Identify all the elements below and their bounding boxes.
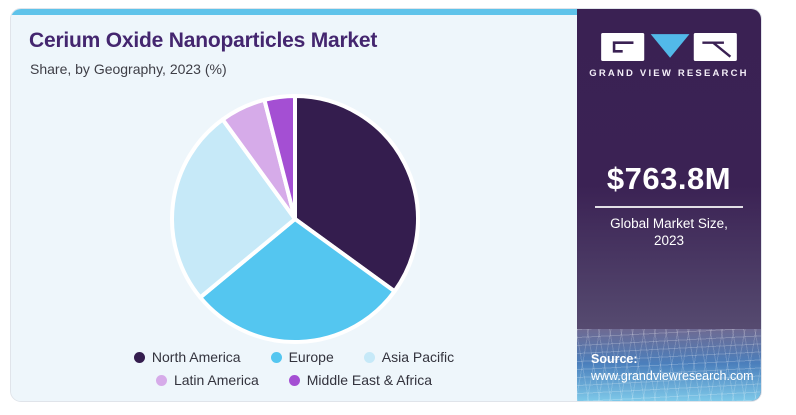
legend-label: Europe xyxy=(288,349,334,365)
legend-dot xyxy=(363,351,375,363)
accent-topbar xyxy=(11,9,577,15)
mesh-graphic: Source: www.grandviewresearch.com xyxy=(577,329,761,401)
divider-rule xyxy=(595,206,743,208)
pie-chart-svg xyxy=(170,93,420,344)
legend-item-europe: Europe xyxy=(270,349,334,365)
chart-title: Cerium Oxide Nanoparticles Market xyxy=(29,29,378,52)
legend-row: Latin America Middle East & Africa xyxy=(155,372,433,388)
legend-label: Latin America xyxy=(173,372,259,388)
pie-chart xyxy=(165,89,425,349)
legend-item-middle-east-africa: Middle East & Africa xyxy=(288,372,433,388)
market-size-value: $763.8M xyxy=(606,161,732,196)
source-block: Source: www.grandviewresearch.com xyxy=(591,351,754,385)
gvr-logo: GRAND VIEW RESEARCH xyxy=(577,33,761,79)
caption-line-1: Global Market Size, xyxy=(610,216,728,231)
gvr-logo-icon xyxy=(601,33,737,61)
pie-slice-middle-east-africa xyxy=(262,93,297,221)
caption-line-2: 2023 xyxy=(653,233,685,248)
pie-legend: North America Europe Asia Pacific Latin Ame… xyxy=(11,349,577,388)
source-url-link[interactable]: www.grandviewresearch.com xyxy=(591,369,754,383)
chart-panel: Cerium Oxide Nanoparticles Market Share,… xyxy=(11,9,577,401)
market-size-caption: Global Market Size, 2023 xyxy=(577,215,761,249)
legend-label: North America xyxy=(151,349,241,365)
source-label: Source: xyxy=(591,352,638,366)
report-card: Cerium Oxide Nanoparticles Market Share,… xyxy=(10,8,762,402)
pie-slice-north-america xyxy=(293,94,420,294)
logo-v-triangle xyxy=(650,34,690,58)
legend-label: Middle East & Africa xyxy=(306,372,433,388)
legend-item-north-america: North America xyxy=(133,349,241,365)
chart-subtitle: Share, by Geography, 2023 (%) xyxy=(30,61,227,77)
legend-row: North America Europe Asia Pacific xyxy=(133,349,455,365)
legend-item-latin-america: Latin America xyxy=(155,372,259,388)
legend-dot xyxy=(155,374,167,386)
pie-slice-asia-pacific xyxy=(170,117,297,300)
pie-slice-europe xyxy=(198,217,397,344)
brand-name: GRAND VIEW RESEARCH xyxy=(589,68,749,79)
legend-dot xyxy=(270,351,282,363)
legend-label: Asia Pacific xyxy=(381,349,455,365)
legend-dot xyxy=(133,351,145,363)
market-size-block: $763.8M Global Market Size, 2023 xyxy=(577,161,761,249)
brand-sidebar: GRAND VIEW RESEARCH $763.8M Global Marke… xyxy=(577,9,761,401)
legend-dot xyxy=(288,374,300,386)
legend-item-asia-pacific: Asia Pacific xyxy=(363,349,455,365)
